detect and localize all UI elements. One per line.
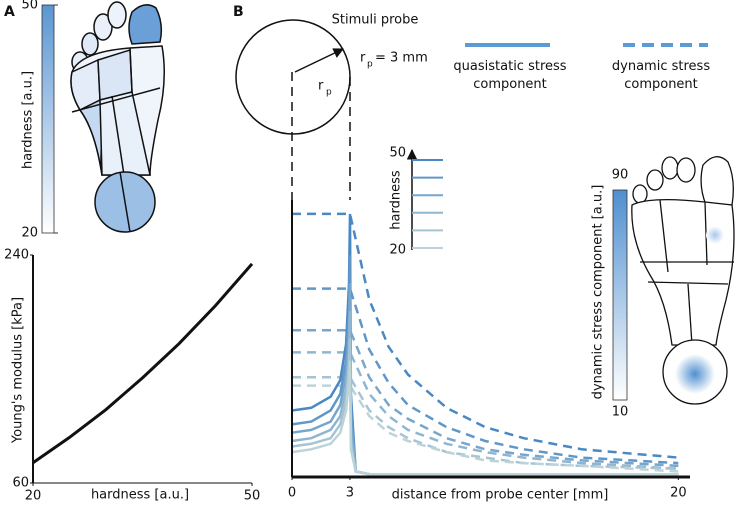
foot-a [70,1,165,233]
probe-radius: = 3 mm [375,51,428,66]
x-axis-label: hardness [a.u.] [91,488,189,503]
x-tick-label: 20 [25,489,42,504]
colorbar-label: hardness [a.u.] [21,71,36,169]
y-tick-label: 60 [12,476,29,491]
legend-label: dynamic stress component [611,59,711,92]
probe-subscript: p [326,88,332,98]
y-axis-label: Young's modulus [kPa] [11,297,26,444]
colorbar-tick-label: 50 [21,0,38,13]
x-tick-label: 20 [670,486,687,501]
probe-symbol: r [318,79,324,94]
hardness-key-tick: 20 [389,243,406,258]
probe-title: Stimuli probe [332,13,419,28]
stress-curve [292,384,679,473]
x-axis-label: distance from probe center [mm] [392,488,609,503]
stress-curve [292,212,679,459]
stress-curve [292,351,679,470]
colorbar-tick-label: 90 [612,168,629,183]
stress-curve [292,287,679,465]
colorbar-tick-label: 20 [21,226,38,241]
stress-curve [292,328,679,468]
data-line [32,262,254,464]
x-tick-label: 3 [346,486,354,501]
y-tick-label: 240 [4,248,29,263]
x-tick-label: 50 [244,489,261,504]
panel-label: B [233,4,244,20]
x-tick-label: 0 [288,486,296,501]
foot-b [631,156,735,405]
colorbar-a [41,4,55,234]
hardness-key-tick: 50 [389,146,406,161]
probe-diagram [235,19,351,200]
probe-subscript: p [367,60,373,70]
panel-label: A [4,4,15,20]
stress-curve [291,360,679,476]
probe-symbol: r [360,51,366,66]
colorbar-label: dynamic stress component [a.u.] [591,185,606,400]
colorbar-b [612,189,628,401]
colorbar-tick-label: 10 [612,405,629,420]
legend-label: quasistatic stress component [453,59,567,92]
hardness-key-label: hardness [389,170,404,230]
